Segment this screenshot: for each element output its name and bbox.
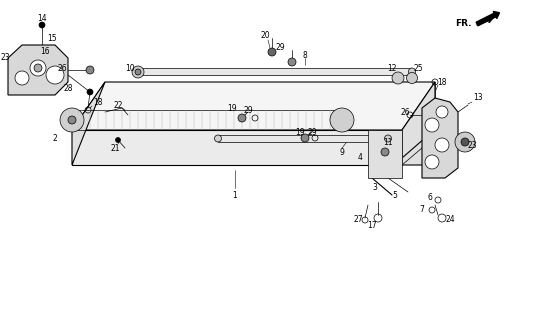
Circle shape	[115, 138, 120, 142]
Polygon shape	[138, 68, 412, 75]
Text: 13: 13	[473, 93, 483, 102]
Circle shape	[406, 73, 417, 84]
Circle shape	[301, 134, 309, 142]
FancyArrow shape	[476, 12, 500, 26]
Text: 15: 15	[47, 34, 57, 43]
Circle shape	[455, 132, 475, 152]
Circle shape	[435, 138, 449, 152]
Text: 2: 2	[53, 133, 57, 142]
Polygon shape	[402, 82, 435, 165]
Text: 9: 9	[339, 148, 344, 156]
Polygon shape	[72, 130, 402, 165]
Text: 19: 19	[227, 103, 237, 113]
Text: 6: 6	[428, 194, 433, 203]
Circle shape	[384, 135, 391, 142]
Text: 1: 1	[233, 190, 237, 199]
Circle shape	[134, 68, 141, 75]
Circle shape	[288, 58, 296, 66]
Text: 8: 8	[302, 51, 307, 60]
Text: 19: 19	[295, 127, 305, 137]
Text: 26: 26	[400, 108, 410, 116]
Text: 29: 29	[307, 127, 317, 137]
Text: 20: 20	[260, 30, 270, 39]
Text: 12: 12	[387, 63, 397, 73]
Text: 17: 17	[367, 220, 377, 229]
Text: 3: 3	[372, 183, 377, 193]
Text: FR.: FR.	[455, 19, 472, 28]
Text: 27: 27	[353, 215, 363, 225]
Circle shape	[132, 66, 144, 78]
Circle shape	[425, 118, 439, 132]
Circle shape	[238, 114, 246, 122]
Text: 25: 25	[413, 63, 423, 73]
Circle shape	[30, 60, 46, 76]
Circle shape	[87, 89, 93, 95]
Text: 22: 22	[113, 100, 122, 109]
Circle shape	[215, 135, 222, 142]
Circle shape	[425, 155, 439, 169]
Polygon shape	[422, 98, 458, 178]
Text: 16: 16	[40, 47, 50, 57]
Circle shape	[381, 148, 389, 156]
Polygon shape	[368, 130, 402, 178]
Circle shape	[392, 72, 404, 84]
Circle shape	[330, 108, 354, 132]
Circle shape	[436, 106, 448, 118]
Circle shape	[268, 48, 276, 56]
Circle shape	[409, 68, 416, 75]
Polygon shape	[72, 82, 435, 130]
Polygon shape	[8, 45, 68, 95]
Text: 4: 4	[358, 154, 363, 163]
Text: 29: 29	[243, 106, 253, 115]
Text: 18: 18	[437, 77, 447, 86]
Text: 23: 23	[467, 140, 477, 149]
Circle shape	[135, 69, 141, 75]
Circle shape	[46, 66, 64, 84]
Text: 14: 14	[37, 13, 47, 22]
Text: 5: 5	[392, 190, 397, 199]
Text: 26: 26	[57, 63, 67, 73]
Circle shape	[60, 108, 84, 132]
Circle shape	[68, 116, 76, 124]
Text: 7: 7	[420, 205, 424, 214]
Polygon shape	[218, 135, 388, 142]
Text: 24: 24	[445, 215, 455, 225]
Circle shape	[15, 71, 29, 85]
Circle shape	[34, 64, 42, 72]
Text: 28: 28	[63, 84, 73, 92]
Text: 23: 23	[0, 53, 10, 62]
Text: 11: 11	[383, 138, 393, 147]
Circle shape	[461, 138, 469, 146]
Text: 18: 18	[93, 98, 103, 107]
Polygon shape	[72, 82, 105, 165]
Circle shape	[39, 22, 45, 28]
Text: 10: 10	[125, 63, 135, 73]
Circle shape	[86, 66, 94, 74]
Text: 29: 29	[275, 44, 285, 52]
Text: 21: 21	[110, 143, 120, 153]
